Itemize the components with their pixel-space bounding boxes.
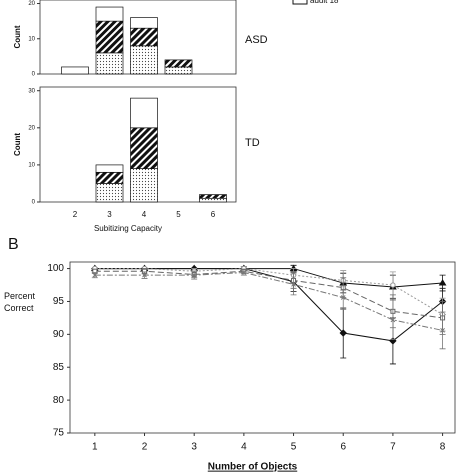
- bar-segment: [61, 66, 89, 75]
- y-tick-label: 30: [28, 88, 35, 94]
- plot-frame: [69, 261, 456, 434]
- x-tick-label: 6: [340, 442, 346, 453]
- bar-segment: [130, 27, 158, 47]
- marker: [440, 328, 445, 333]
- y-tick-label: 20: [28, 1, 35, 7]
- bar-segment: [199, 194, 227, 199]
- x-tick-label: 5: [291, 442, 297, 453]
- legend-swatch: [292, 0, 308, 5]
- marker: [241, 270, 247, 275]
- y-tick-label: 0: [32, 72, 36, 78]
- series-line: [94, 268, 443, 342]
- y-tick-label: 20: [28, 125, 35, 131]
- bar-segment: [95, 171, 124, 184]
- legend-label: adult 18: [310, 0, 339, 5]
- y-tick-label: 10: [28, 36, 35, 42]
- panel-label: ASD: [245, 34, 268, 46]
- y-axis-label: Count: [13, 25, 22, 48]
- x-tick-label: 4: [142, 210, 147, 219]
- series-line: [94, 270, 443, 319]
- series-line: [94, 272, 443, 331]
- y-tick-label: 85: [53, 362, 65, 373]
- marker: [340, 295, 346, 300]
- y-tick-label: 100: [47, 263, 64, 274]
- x-tick-label: 1: [92, 442, 98, 453]
- y-axis-label: Count: [13, 133, 22, 156]
- y-tick-label: 95: [53, 296, 65, 307]
- bar-segment: [130, 97, 158, 129]
- bar-segment: [199, 197, 227, 203]
- marker: [191, 272, 197, 278]
- x-tick-label: 5: [176, 210, 181, 219]
- y-tick-label: 10: [28, 162, 35, 168]
- bar-segment: [95, 20, 124, 54]
- bar-segment: [164, 66, 193, 75]
- x-tick-label: 7: [390, 442, 396, 453]
- bar-segment: [130, 17, 158, 29]
- bar-segment: [95, 164, 124, 173]
- bar-segment: [95, 183, 124, 203]
- x-tick-label: 3: [107, 210, 112, 219]
- series-line: [94, 268, 443, 316]
- x-tick-label: 3: [191, 442, 197, 453]
- bar-segment: [95, 6, 124, 22]
- y-axis-label: Percent Correct: [4, 291, 36, 313]
- x-axis-label: Number of Objects: [208, 462, 298, 473]
- bar-segment: [130, 45, 158, 75]
- y-tick-label: 75: [53, 428, 65, 439]
- marker: [339, 329, 347, 337]
- panel-label: B: [8, 236, 19, 253]
- x-tick-label: 4: [241, 442, 247, 453]
- x-tick-label: 2: [73, 210, 78, 219]
- marker: [92, 272, 98, 278]
- y-tick-label: 90: [53, 329, 65, 340]
- marker: [390, 282, 396, 288]
- marker: [390, 317, 396, 323]
- bar-segment: [164, 59, 193, 68]
- x-axis-label: Subitizing Capacity: [94, 224, 162, 233]
- marker: [438, 279, 447, 286]
- marker: [291, 282, 296, 287]
- x-tick-label: 2: [142, 442, 148, 453]
- y-tick-label: 80: [53, 395, 65, 406]
- marker: [142, 272, 147, 278]
- bar-segment: [130, 168, 158, 203]
- bar-segment: [130, 127, 158, 169]
- panel-label: TD: [245, 137, 260, 149]
- y-tick-label: 0: [32, 200, 36, 206]
- x-tick-label: 8: [440, 442, 446, 453]
- x-tick-label: 6: [211, 210, 216, 219]
- bar-segment: [95, 52, 124, 75]
